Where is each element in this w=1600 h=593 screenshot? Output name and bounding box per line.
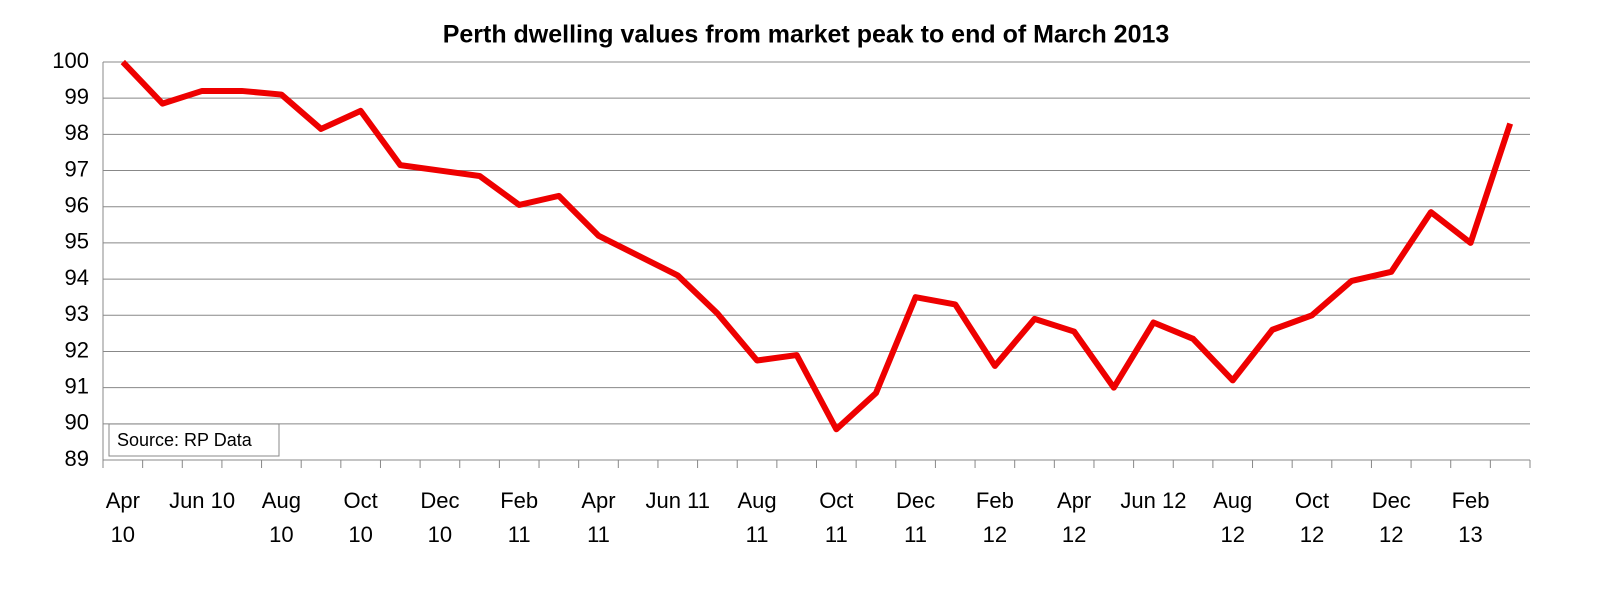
x-tick-label: Aug 11 <box>737 488 777 547</box>
x-tick-label: Apr 11 <box>581 488 616 547</box>
x-tick-label: Feb 13 <box>1451 488 1490 547</box>
y-tick-label: 90 <box>65 410 89 435</box>
annotation-box <box>108 423 280 457</box>
y-tick-label: 89 <box>65 446 89 471</box>
y-tick-label: 94 <box>65 265 89 290</box>
x-tick-label: Dec 12 <box>1371 488 1411 547</box>
y-tick-label: 99 <box>65 84 89 109</box>
y-tick-label: 93 <box>65 301 89 326</box>
x-tick-label: Oct 12 <box>1294 488 1330 547</box>
annotation: Source: RP Data <box>117 430 253 450</box>
x-tick-label: Oct 10 <box>343 488 378 547</box>
x-tick-label: Jun 12 <box>1120 488 1187 513</box>
line <box>120 59 1514 433</box>
x-tick-label: Dec 10 <box>420 488 460 547</box>
x-tick-label: Jun 11 <box>645 488 710 513</box>
y-tick-label: 98 <box>65 120 89 145</box>
y-tick-label: 97 <box>65 156 89 181</box>
x-tick-label: Oct 11 <box>819 488 854 547</box>
y-tick-label: 96 <box>65 193 89 218</box>
y-tick-label: 92 <box>65 337 89 362</box>
x-tick-label: Apr 10 <box>105 488 140 547</box>
x-tick-label: Feb 11 <box>500 488 539 547</box>
y-tick-label: 91 <box>65 373 89 398</box>
chart-title: Perth dwelling values from market peak t… <box>443 21 1170 49</box>
x-tick-label: Apr 12 <box>1057 488 1092 547</box>
x-tick-label: Feb 12 <box>975 488 1014 547</box>
y-tick-label: 100 <box>52 48 89 73</box>
x-tick-label: Aug 10 <box>261 488 301 547</box>
x-tick-label: Jun 10 <box>169 488 236 513</box>
x-tick-label: Aug 12 <box>1213 488 1253 547</box>
y-tick-label: 95 <box>65 229 89 254</box>
x-tick-label: Dec 11 <box>896 488 936 547</box>
